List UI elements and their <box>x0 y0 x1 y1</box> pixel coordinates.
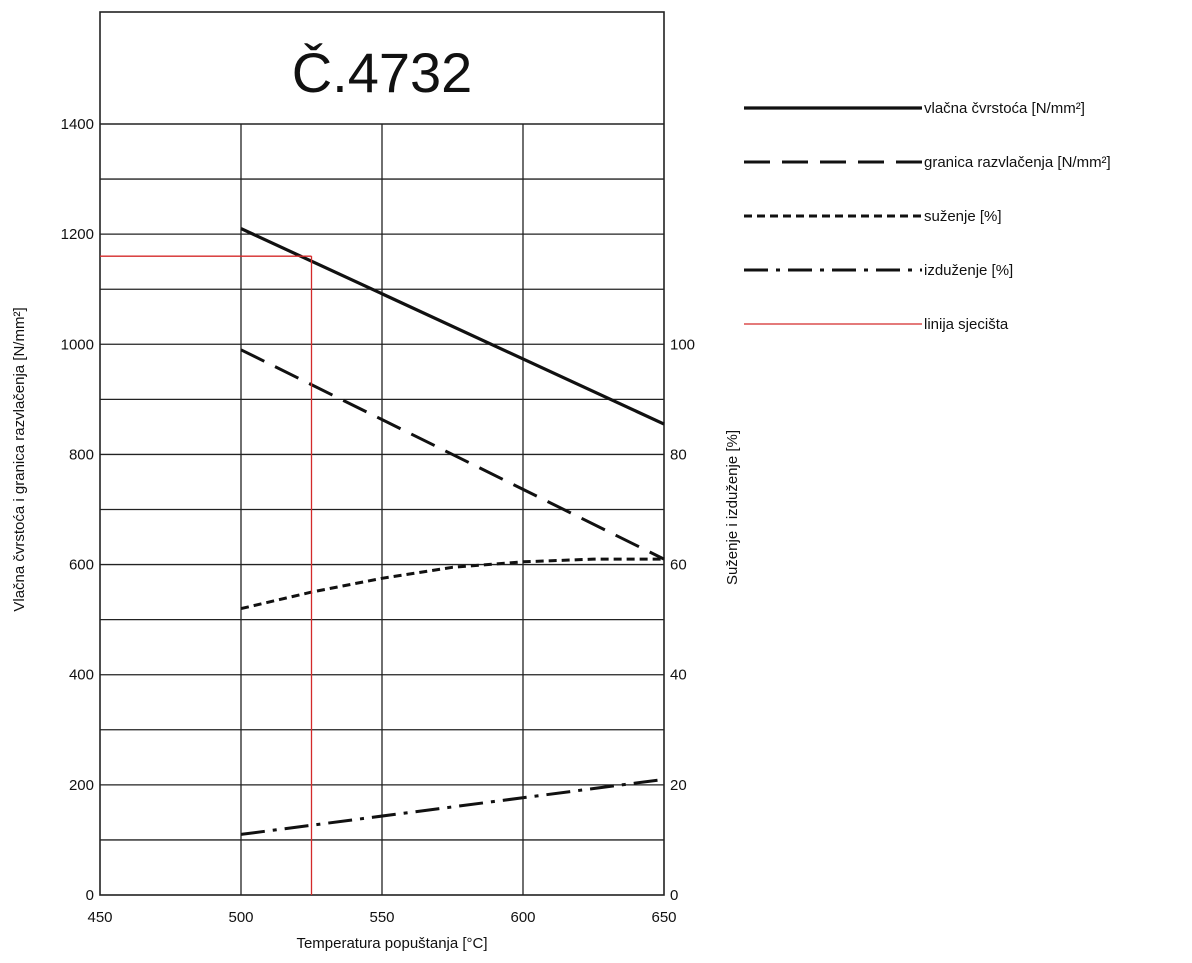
y-right-tick-label: 40 <box>670 667 687 684</box>
y-left-tick-label: 1400 <box>61 116 94 133</box>
x-tick-label: 600 <box>510 909 535 926</box>
legend-label: izduženje [%] <box>924 262 1013 279</box>
x-axis-label: Temperatura popuštanja [°C] <box>296 935 487 952</box>
y-left-tick-label: 200 <box>69 777 94 794</box>
chart-title: Č.4732 <box>292 41 473 104</box>
y-left-tick-label: 0 <box>86 887 94 904</box>
x-tick-label: 450 <box>87 909 112 926</box>
legend-label: granica razvlačenja [N/mm²] <box>924 154 1111 171</box>
series-line-1 <box>240 227 665 426</box>
legend-label: suženje [%] <box>924 208 1002 225</box>
x-tick-label: 550 <box>369 909 394 926</box>
y-right-tick-label: 80 <box>670 446 687 463</box>
x-tick-label: 500 <box>228 909 253 926</box>
y-right-axis-label: Suženje i izduženje [%] <box>724 430 741 585</box>
y-left-tick-label: 400 <box>69 667 94 684</box>
y-right-tick-label: 100 <box>670 336 695 353</box>
legend-label: linija sjecišta <box>924 316 1009 333</box>
series-line-3 <box>240 557 664 611</box>
y-left-axis-label: Vlačna čvrstoća i granica razvlačenja [N… <box>11 307 28 611</box>
legend-label: vlačna čvrstoća [N/mm²] <box>924 100 1085 117</box>
y-left-tick-label: 1200 <box>61 226 94 243</box>
x-tick-label: 650 <box>651 909 676 926</box>
series-line-4 <box>240 777 665 836</box>
y-left-tick-label: 800 <box>69 446 94 463</box>
y-left-tick-label: 1000 <box>61 336 94 353</box>
y-right-tick-label: 60 <box>670 557 687 574</box>
y-right-tick-label: 20 <box>670 777 687 794</box>
y-left-tick-label: 600 <box>69 557 94 574</box>
y-right-tick-label: 0 <box>670 887 678 904</box>
